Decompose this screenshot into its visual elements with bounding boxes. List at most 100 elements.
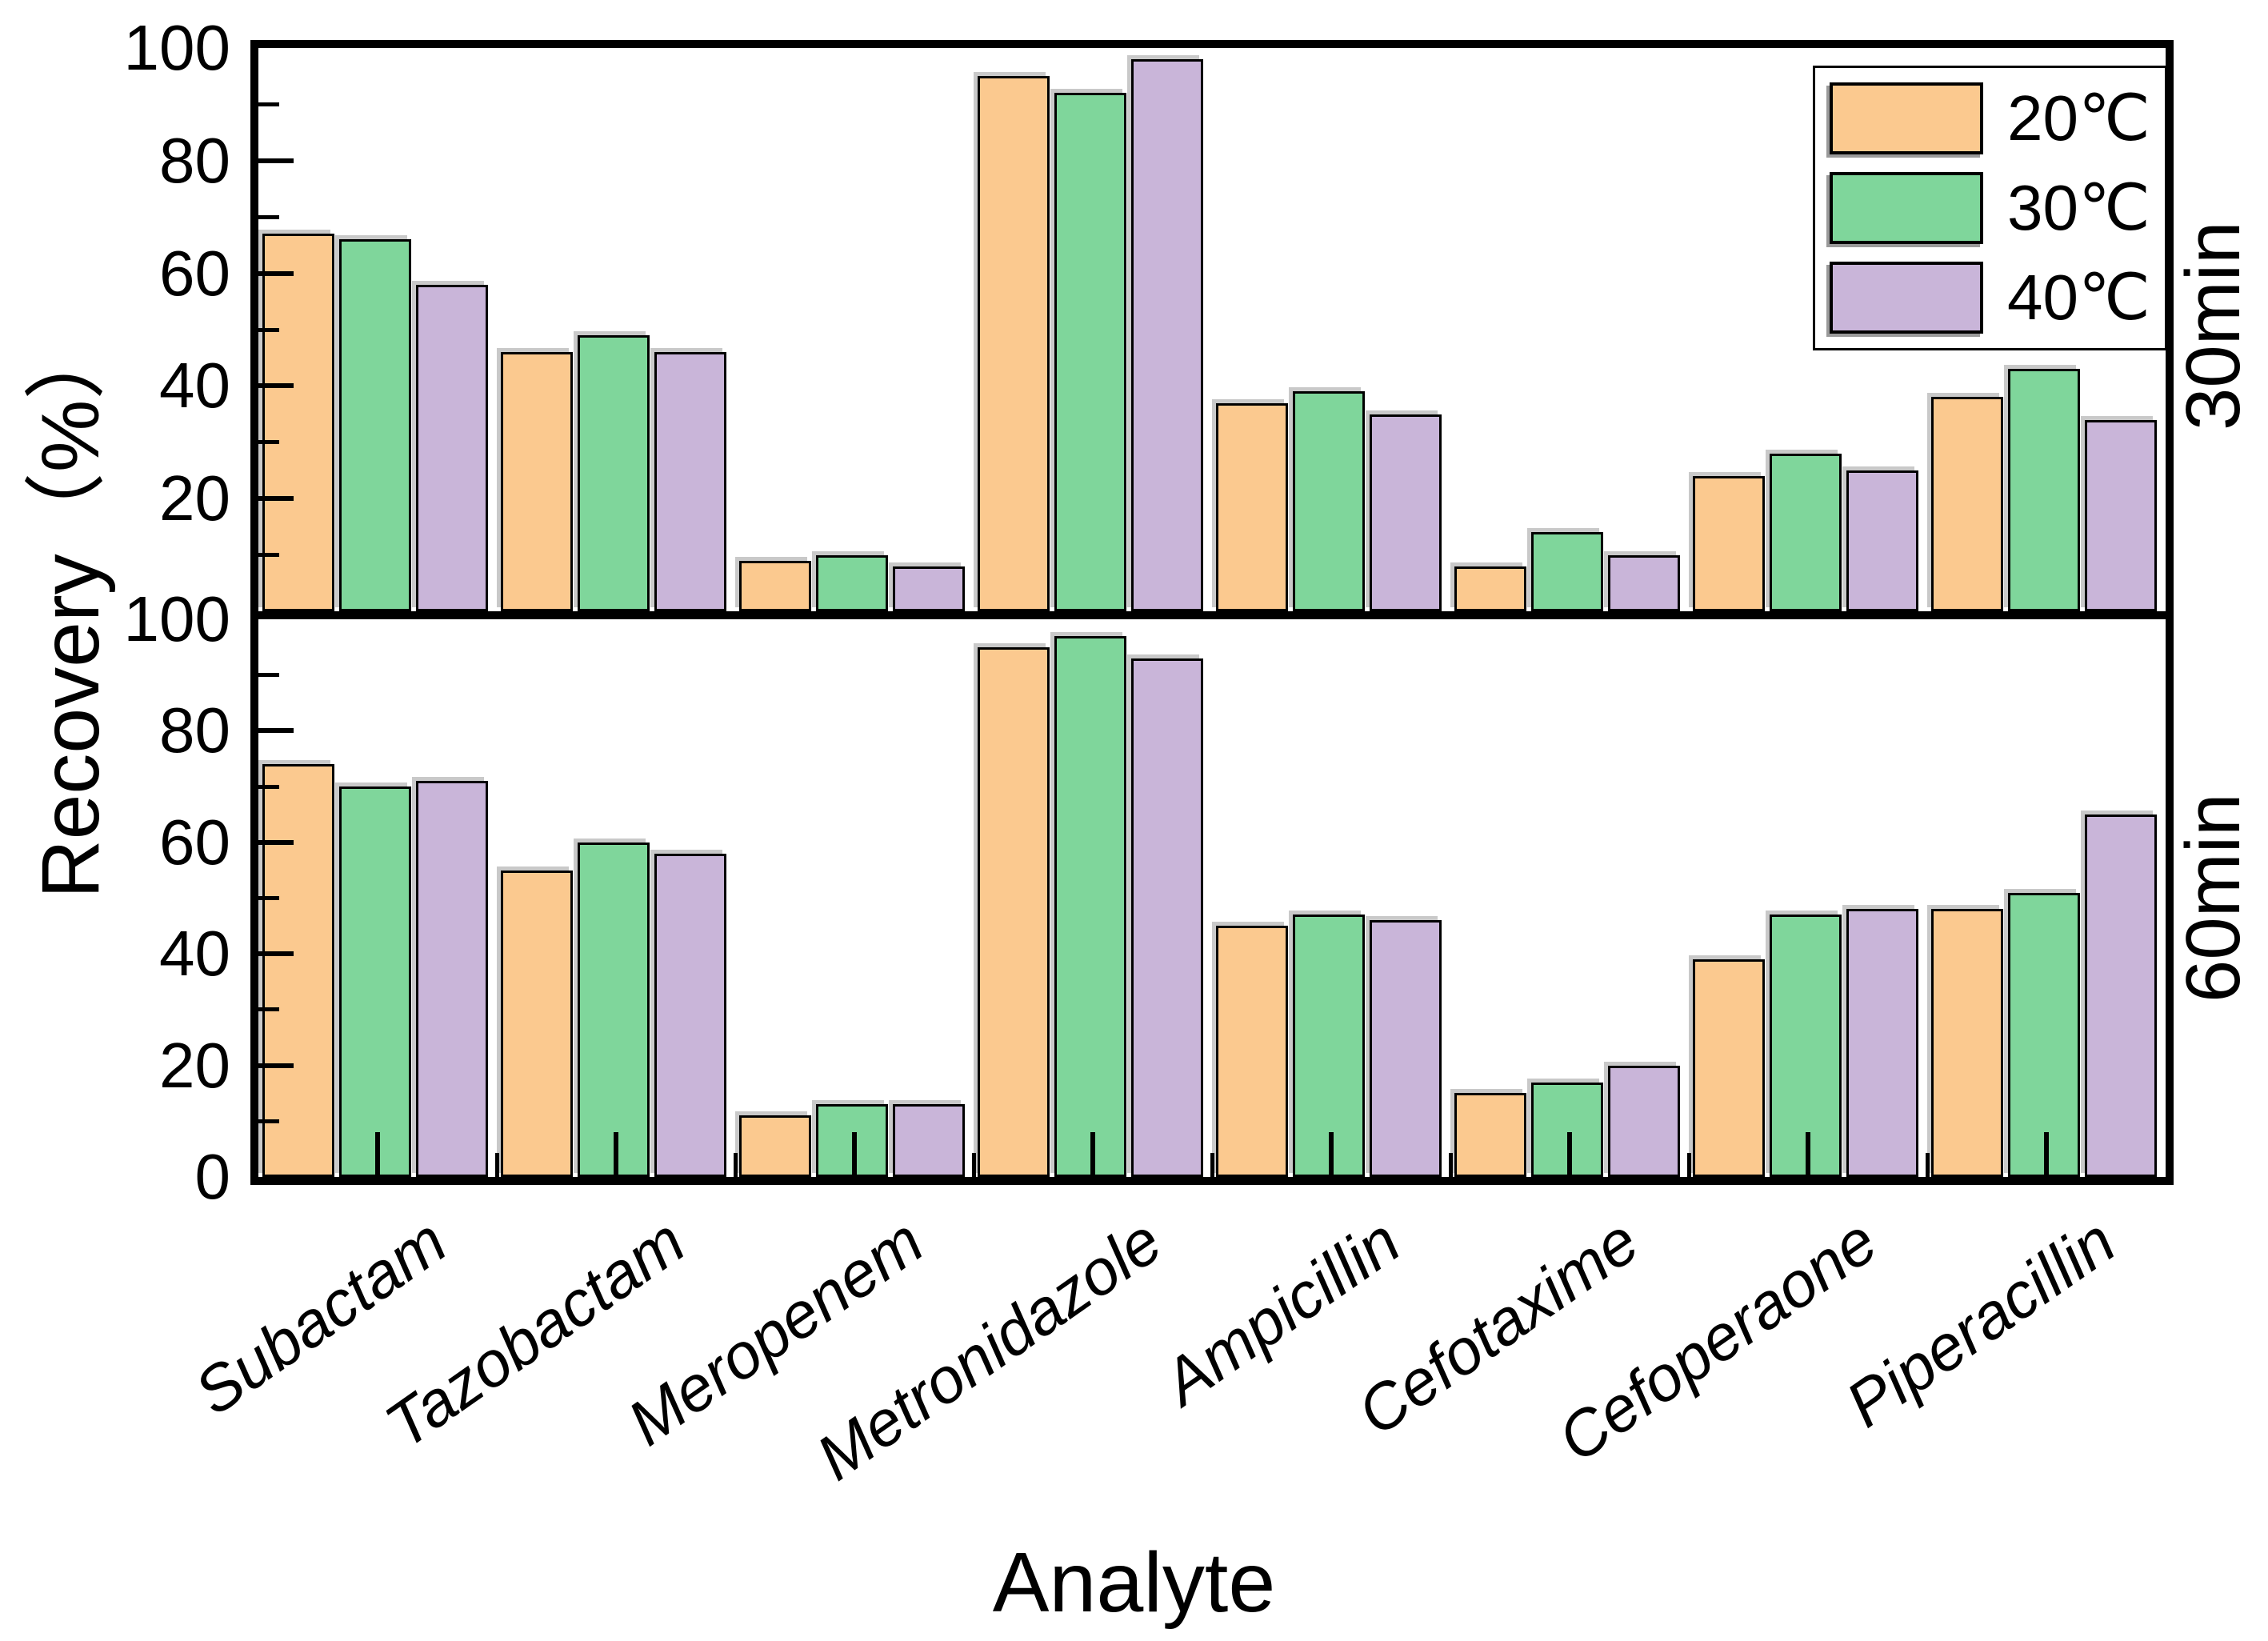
legend-item: 40℃ xyxy=(1830,258,2150,337)
y-minor-tick xyxy=(258,327,279,332)
y-minor-tick xyxy=(258,440,279,445)
y-minor-tick xyxy=(258,102,279,106)
y-minor-tick xyxy=(258,553,279,558)
y-major-tick xyxy=(258,951,294,957)
legend-swatch-40c xyxy=(1830,262,1983,334)
y-tick-label: 80 xyxy=(159,124,230,196)
panel-label-60min: 60min xyxy=(2170,793,2256,1003)
x-minor-tick xyxy=(1686,1153,1691,1177)
y-tick-label: 20 xyxy=(159,462,230,534)
bar xyxy=(654,352,726,611)
y-tick-label: 40 xyxy=(159,350,230,422)
bar xyxy=(1770,454,1842,611)
bar xyxy=(2008,893,2080,1177)
panel-frame-30min xyxy=(250,40,2174,611)
bar xyxy=(2008,369,2080,611)
bar xyxy=(578,335,650,611)
x-minor-tick xyxy=(733,1153,738,1177)
legend-item: 30℃ xyxy=(1830,169,2150,247)
bar xyxy=(1054,636,1126,1177)
y-major-tick xyxy=(258,270,294,276)
x-major-tick xyxy=(1567,1132,1572,1177)
y-tick-label: 100 xyxy=(123,583,230,654)
panel-frame-60min xyxy=(250,611,2174,1185)
bar xyxy=(416,285,488,611)
x-major-tick xyxy=(375,1132,380,1177)
y-major-tick xyxy=(258,839,294,845)
y-major-tick xyxy=(258,1063,294,1068)
bar xyxy=(416,781,488,1177)
bar xyxy=(978,76,1050,611)
legend-swatch-30c xyxy=(1830,172,1983,244)
y-major-tick xyxy=(258,496,294,502)
bar xyxy=(1846,909,1918,1177)
x-major-tick xyxy=(614,1132,618,1177)
y-minor-tick xyxy=(258,1007,279,1012)
x-major-tick xyxy=(852,1132,857,1177)
bar xyxy=(893,566,965,611)
legend: 20℃ 30℃ 40℃ xyxy=(1813,66,2167,350)
x-major-tick xyxy=(1090,1132,1095,1177)
bar xyxy=(1608,1066,1680,1177)
y-minor-tick xyxy=(258,896,279,900)
legend-item: 20℃ xyxy=(1830,79,2150,158)
bar xyxy=(1931,909,2003,1177)
y-minor-tick xyxy=(258,784,279,789)
y-tick-label: 40 xyxy=(159,918,230,990)
bar xyxy=(262,234,334,611)
bar xyxy=(2085,814,2157,1177)
bar xyxy=(501,352,573,611)
bar xyxy=(339,786,411,1177)
y-minor-tick xyxy=(258,673,279,678)
legend-label: 30℃ xyxy=(2007,172,2150,243)
bar xyxy=(339,239,411,611)
bar xyxy=(1693,476,1765,611)
bar xyxy=(1054,93,1126,611)
bar xyxy=(1693,959,1765,1177)
bar xyxy=(501,871,573,1177)
bar xyxy=(578,843,650,1177)
y-tick-label: 60 xyxy=(159,237,230,309)
x-major-tick xyxy=(1329,1132,1334,1177)
legend-swatch-20c xyxy=(1830,82,1983,154)
bar xyxy=(739,1115,811,1177)
x-axis-label: Analyte xyxy=(992,1535,1276,1630)
x-minor-tick xyxy=(971,1153,976,1177)
x-major-tick xyxy=(1806,1132,1810,1177)
bar xyxy=(1216,403,1288,611)
panel-label-30min: 30min xyxy=(2170,221,2256,430)
legend-label: 20℃ xyxy=(2007,82,2150,154)
bar xyxy=(1931,397,2003,611)
x-major-tick xyxy=(2044,1132,2049,1177)
bar xyxy=(739,561,811,611)
legend-label: 40℃ xyxy=(2007,262,2150,333)
y-tick-label: 0 xyxy=(194,1141,231,1212)
x-minor-tick xyxy=(1448,1153,1453,1177)
y-tick-label: 80 xyxy=(159,694,230,766)
y-major-tick xyxy=(258,158,294,163)
bar xyxy=(654,854,726,1177)
bar xyxy=(262,764,334,1177)
y-tick-label: 100 xyxy=(123,12,230,83)
bar xyxy=(2085,420,2157,611)
bar xyxy=(816,555,888,611)
bar xyxy=(1216,926,1288,1177)
y-tick-label: 60 xyxy=(159,806,230,878)
bar xyxy=(978,647,1050,1177)
x-minor-tick xyxy=(494,1153,499,1177)
bar xyxy=(1846,470,1918,611)
x-category-label: Piperacillin xyxy=(1833,1204,2128,1441)
y-major-tick xyxy=(258,728,294,734)
x-minor-tick xyxy=(1210,1153,1214,1177)
bar xyxy=(1531,532,1603,611)
bar xyxy=(1370,920,1442,1177)
bar xyxy=(1293,391,1365,611)
y-tick-label: 20 xyxy=(159,1029,230,1101)
x-minor-tick xyxy=(1925,1153,1930,1177)
bar xyxy=(1131,658,1203,1177)
y-major-tick xyxy=(258,383,294,389)
y-minor-tick xyxy=(258,214,279,219)
y-minor-tick xyxy=(258,1119,279,1123)
bar xyxy=(1454,1093,1526,1177)
